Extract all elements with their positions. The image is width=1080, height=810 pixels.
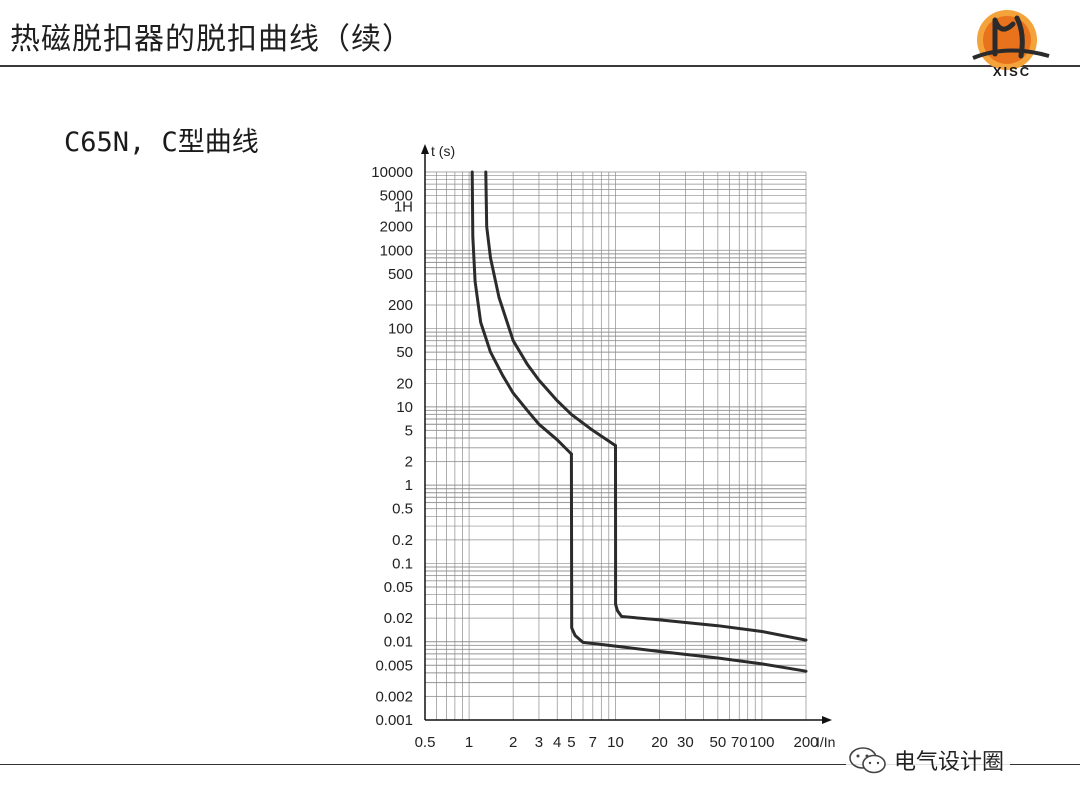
y-tick-label: 0.001 <box>375 712 413 729</box>
x-tick-label: 10 <box>607 734 624 751</box>
y-tick-label: 2000 <box>380 219 413 236</box>
trip-curve-line <box>614 444 808 642</box>
trip-curve-line <box>484 170 617 448</box>
x-tick-label: 2 <box>509 734 517 751</box>
xisc-logo-icon <box>972 10 1050 70</box>
y-tick-label: 0.05 <box>384 579 413 596</box>
watermark: 电气设计圈 <box>846 742 1011 778</box>
x-tick-label: 5 <box>567 734 575 751</box>
y-tick-label: 20 <box>396 375 413 392</box>
title-divider <box>0 65 1080 67</box>
x-tick-label: 70 <box>731 734 748 751</box>
y-tick-label: 50 <box>396 344 413 361</box>
y-tick-label: 10000 <box>371 164 413 181</box>
y-axis-arrow <box>421 144 429 154</box>
logo-text: XISC <box>992 64 1032 79</box>
x-tick-label: 1 <box>465 734 473 751</box>
x-tick-label: 3 <box>535 734 543 751</box>
x-tick-label: 20 <box>651 734 668 751</box>
y-tick-label: 0.02 <box>384 610 413 627</box>
y-tick-label: 2 <box>405 454 413 471</box>
y-tick-label: 1000 <box>380 242 413 259</box>
chart-subtitle: C65N, C型曲线 <box>64 127 259 158</box>
y-tick-label: 200 <box>388 297 413 314</box>
y-tick-label: 5000 <box>380 188 413 205</box>
x-axis-label: I/In <box>816 734 835 750</box>
trip-curve-line <box>470 170 573 456</box>
watermark-text: 电气设计圈 <box>894 750 1005 775</box>
footer-divider <box>0 764 1080 765</box>
y-tick-label: 500 <box>388 266 413 283</box>
y-tick-label: 0.002 <box>375 688 413 705</box>
y-axis-label: t (s) <box>431 143 455 159</box>
y-tick-label: 0.1 <box>392 555 413 572</box>
x-tick-label: 200 <box>793 734 818 751</box>
wechat-icon <box>849 747 886 774</box>
y-tick-label: 0.01 <box>384 634 413 651</box>
y-tick-label: 0.2 <box>392 532 413 549</box>
y-tick-label: 0.005 <box>375 657 413 674</box>
y-tick-label: 5 <box>405 422 413 439</box>
x-axis-arrow <box>822 716 832 724</box>
x-tick-label: 0.5 <box>415 734 436 751</box>
y-tick-label: 1H <box>394 199 413 216</box>
trip-curve-line <box>569 452 808 673</box>
y-tick-label: 100 <box>388 321 413 338</box>
slide-title: 热磁脱扣器的脱扣曲线（续） <box>10 22 413 57</box>
x-tick-label: 30 <box>677 734 694 751</box>
x-tick-label: 50 <box>710 734 727 751</box>
x-tick-label: 4 <box>553 734 561 751</box>
y-tick-label: 0.5 <box>392 501 413 518</box>
x-tick-label: 100 <box>749 734 774 751</box>
x-tick-label: 7 <box>589 734 597 751</box>
y-tick-label: 1 <box>405 477 413 494</box>
y-tick-label: 10 <box>396 399 413 416</box>
